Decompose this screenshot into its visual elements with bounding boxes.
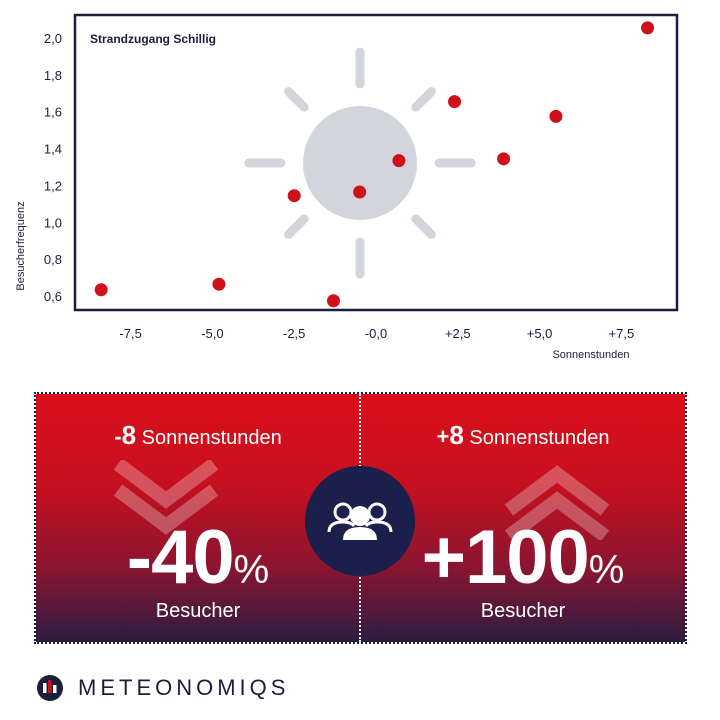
data-point xyxy=(497,152,511,166)
scatter-chart: Strandzugang Schillig 0,6 0,8 1,0 1,2 1,4 1,6… xyxy=(15,13,679,361)
x-axis-ticks: -7,5 -5,0 -2,5 -0,0 +2,5 +5,0 +7,5 xyxy=(119,326,634,341)
right-value-number: +100 xyxy=(421,515,590,600)
right-heading-sign: + xyxy=(436,424,450,449)
y-tick-label: 2,0 xyxy=(44,31,62,46)
chart-title: Strandzugang Schillig xyxy=(90,32,216,46)
y-tick-label: 1,6 xyxy=(44,105,62,120)
chevron-up-icon xyxy=(504,465,610,540)
right-subtitle: Besucher xyxy=(480,600,566,622)
right-heading-hours: 8 xyxy=(449,420,464,450)
data-point xyxy=(353,185,367,199)
right-value: +100% xyxy=(361,520,685,596)
x-tick-label: +2,5 xyxy=(445,326,471,341)
x-tick-label: +5,0 xyxy=(527,326,553,341)
x-tick-label: -0,0 xyxy=(365,326,387,341)
x-tick-label: -2,5 xyxy=(283,326,305,341)
chevron-down-icon xyxy=(113,460,219,535)
right-heading-text: Sonnenstunden xyxy=(469,427,610,449)
comparison-left: -8 Sonnenstunden -40% Besucher xyxy=(36,394,360,642)
y-tick-label: 0,8 xyxy=(44,252,62,267)
right-heading: +8 Sonnenstunden xyxy=(361,420,685,451)
data-point xyxy=(641,21,655,35)
data-point xyxy=(94,283,108,297)
y-tick-label: 1,0 xyxy=(44,215,62,230)
data-point xyxy=(448,95,462,109)
brand-name: METEONOMIQS xyxy=(78,675,290,700)
data-point xyxy=(392,154,406,168)
y-tick-label: 1,8 xyxy=(44,68,62,83)
comparison-panel: -8 Sonnenstunden -40% Besucher +8 Sonnen… xyxy=(34,392,687,644)
left-heading: -8 Sonnenstunden xyxy=(36,420,360,451)
x-tick-label: -5,0 xyxy=(201,326,223,341)
people-group-icon xyxy=(305,466,415,576)
meteonomiqs-logo-icon xyxy=(37,675,63,701)
comparison-right: +8 Sonnenstunden +100% Besucher xyxy=(361,394,685,642)
data-point xyxy=(287,189,301,203)
y-tick-label: 1,4 xyxy=(44,142,62,157)
left-value-number: -40 xyxy=(126,515,235,600)
left-heading-sign: - xyxy=(114,424,122,449)
y-axis-label: Besucherfrequenz xyxy=(15,201,27,290)
data-point xyxy=(549,109,563,123)
brand: METEONOMIQS xyxy=(36,672,289,704)
data-points xyxy=(94,21,655,308)
left-heading-text: Sonnenstunden xyxy=(141,427,282,449)
y-tick-label: 1,2 xyxy=(44,178,62,193)
x-axis-label: Sonnenstunden xyxy=(552,349,629,361)
sun-icon xyxy=(244,47,476,279)
data-point xyxy=(326,294,340,308)
left-subtitle: Besucher xyxy=(155,600,241,622)
right-value-unit: % xyxy=(588,548,625,592)
left-value-unit: % xyxy=(233,548,270,592)
data-point xyxy=(212,277,226,291)
x-tick-label: +7,5 xyxy=(609,326,635,341)
x-tick-label: -7,5 xyxy=(119,326,141,341)
y-axis-ticks: 0,6 0,8 1,0 1,2 1,4 1,6 1,8 2,0 xyxy=(44,31,62,304)
left-heading-hours: 8 xyxy=(121,420,137,450)
plot-frame xyxy=(73,13,679,312)
left-value: -40% xyxy=(36,520,360,596)
y-tick-label: 0,6 xyxy=(44,289,62,304)
